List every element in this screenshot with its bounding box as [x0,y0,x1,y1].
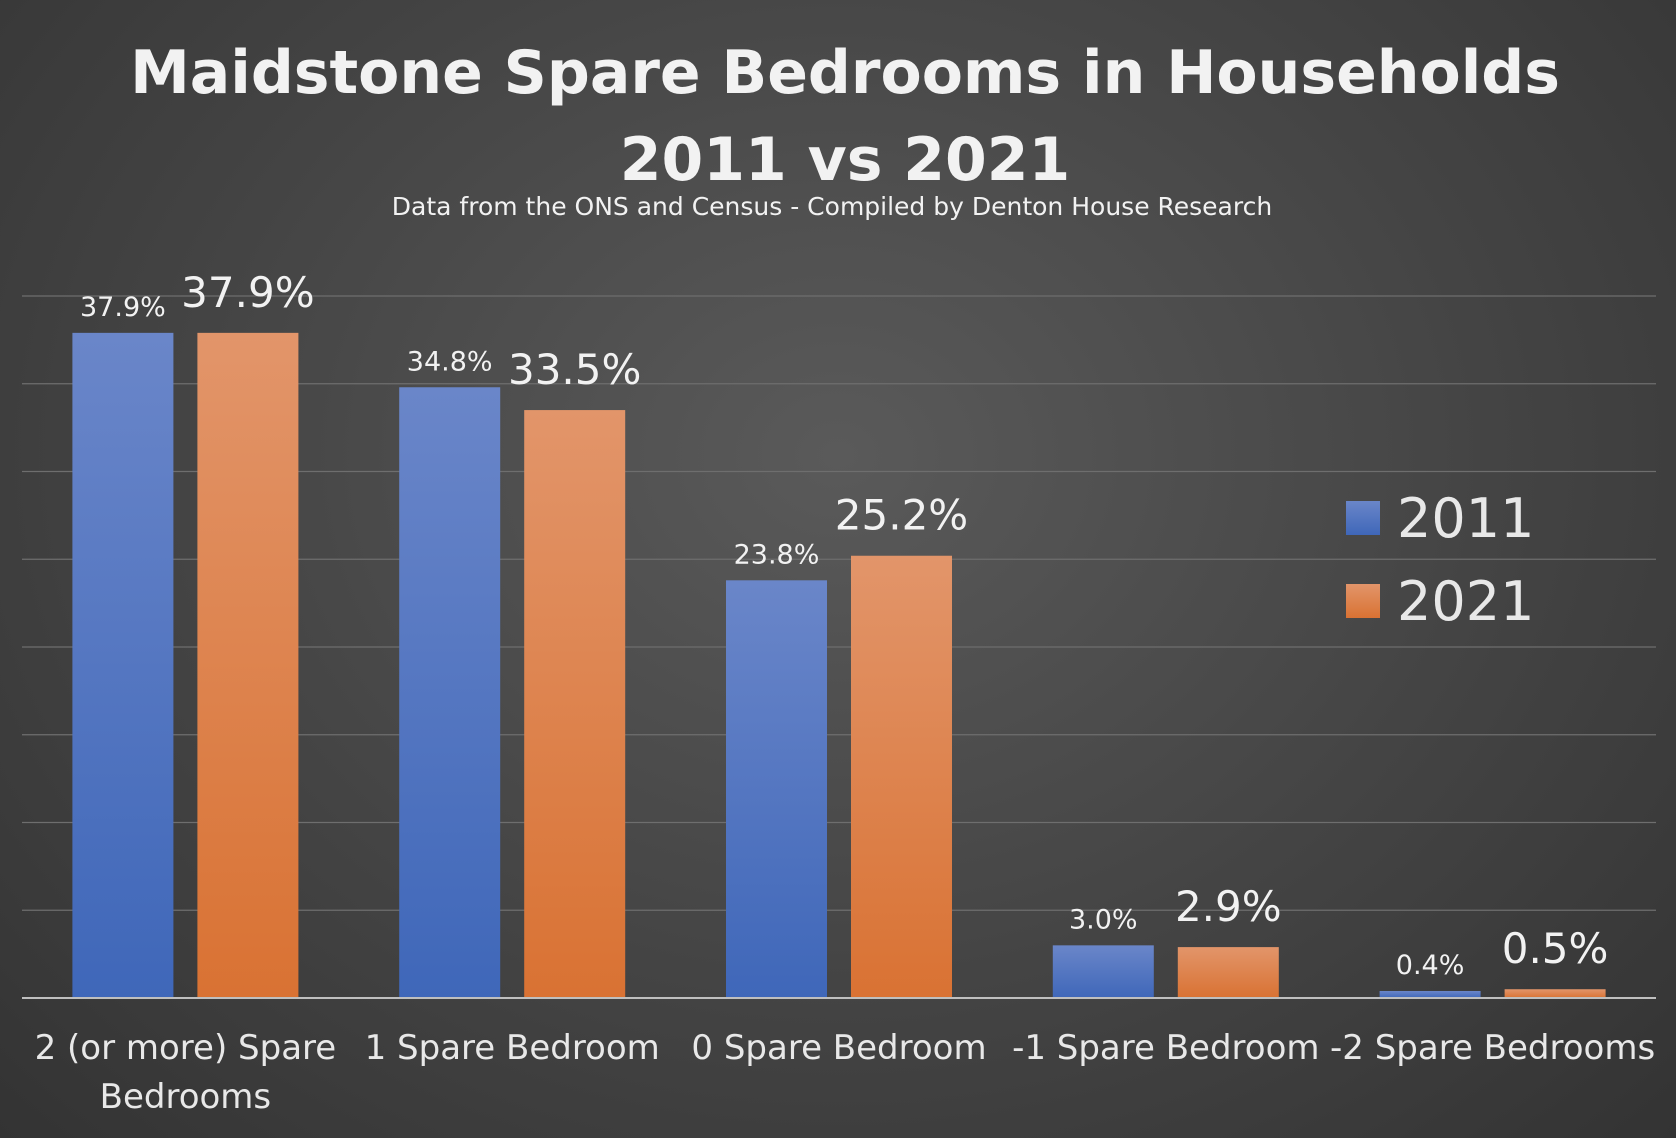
category-label: -1 Spare Bedroom [1012,1028,1319,1068]
data-label-2011-1: 34.8% [407,346,493,377]
chart-title-line2: 2011 vs 2021 [620,125,1071,195]
data-label-2011-0: 37.9% [80,292,166,323]
category-label: 2 (or more) Spare [35,1028,337,1068]
data-label-2021-0: 37.9% [181,268,314,317]
chart-title: Maidstone Spare Bedrooms in Households [130,38,1560,108]
category-label: 0 Spare Bedroom [691,1028,986,1068]
bar-2021-2 [851,555,952,998]
data-label-2021-2: 25.2% [835,491,968,540]
bar-2011-3 [1052,945,1154,998]
category-label: -2 Spare Bedrooms [1330,1028,1655,1068]
bar-2011-2 [726,580,827,998]
value-labels: 37.9% 37.9% 34.8% 33.5% 23.8% 25.2% 3.0% 2.9% 0.… [80,268,1608,981]
bar-2021-4 [1504,989,1606,998]
category-labels: 2 (or more) Spare Bedrooms 1 Spare Bedroom… [35,1028,1656,1117]
data-label-2011-2: 23.8% [734,539,820,570]
category-label: 1 Spare Bedroom [365,1028,660,1068]
bar-2011-0 [72,332,174,999]
bars [72,332,1606,999]
data-label-2021-3: 2.9% [1175,882,1282,931]
data-label-2011-4: 0.4% [1396,950,1465,981]
data-label-2021-4: 0.5% [1502,924,1609,973]
legend: 2011 2021 [1346,487,1534,633]
legend-label-2011: 2011 [1397,487,1534,550]
bar-2021-3 [1177,947,1279,998]
bar-2011-4 [1379,990,1481,998]
bar-2021-0 [197,332,299,999]
bar-2011-1 [399,387,501,998]
data-label-2011-3: 3.0% [1069,904,1138,935]
category-label: Bedrooms [100,1077,272,1117]
chart-subtitle: Data from the ONS and Census - Compiled … [392,192,1272,221]
bar-2021-1 [524,410,626,998]
data-label-2021-1: 33.5% [508,345,641,394]
legend-label-2021: 2021 [1397,570,1534,633]
legend-swatch-2011 [1346,501,1380,535]
legend-swatch-2021 [1346,584,1380,618]
